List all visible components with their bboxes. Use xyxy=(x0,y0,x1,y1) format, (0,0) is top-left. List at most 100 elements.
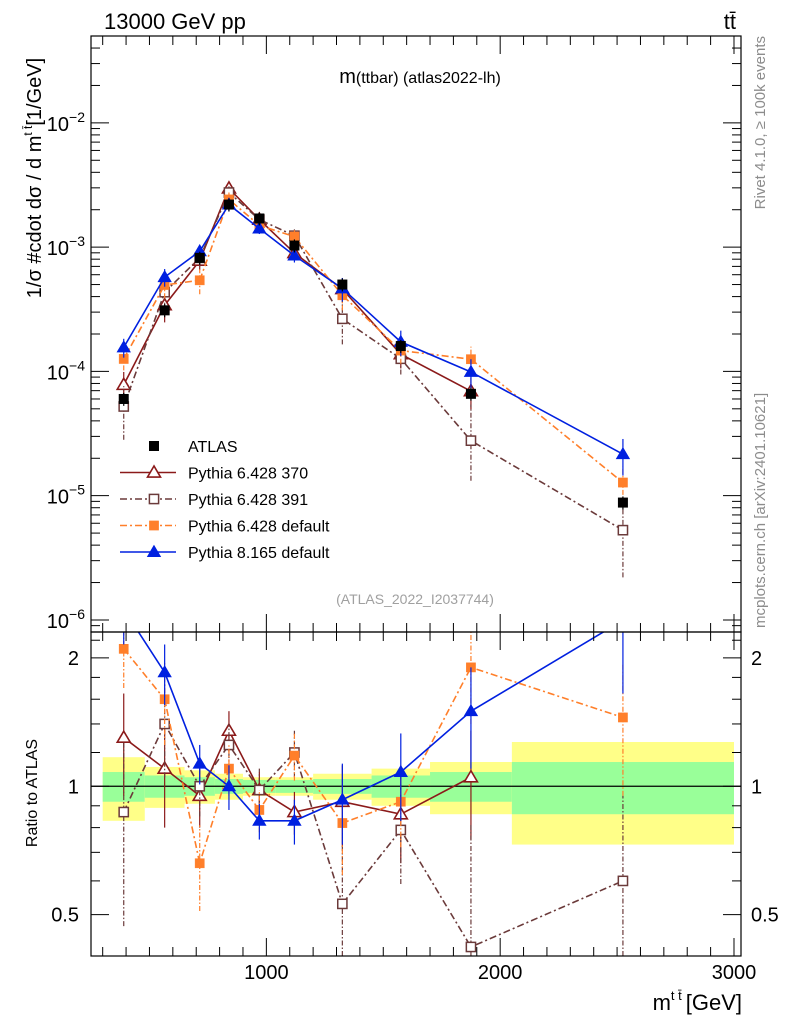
ratio-tick-label-right: 0.5 xyxy=(751,905,779,927)
y-tick-label: 10−6 xyxy=(47,606,85,633)
series-2-main-point xyxy=(465,435,477,447)
series-3-ratio-point xyxy=(118,644,129,654)
y-tick-label-base: 10 xyxy=(47,362,69,384)
series-2-ratio-line xyxy=(123,722,624,948)
series-2-main-point xyxy=(336,313,348,325)
legend-label: Pythia 6.428 391 xyxy=(188,492,308,509)
atlas-point xyxy=(289,240,300,251)
legend-marker xyxy=(146,544,162,557)
series-4-ratio-point xyxy=(287,813,302,826)
legend-entry: Pythia 6.428 391 xyxy=(120,492,308,509)
x-axis-label-unit: [GeV] xyxy=(686,990,742,1015)
atlas-point xyxy=(223,199,234,210)
ratio-y-axis-label: Ratio to ATLAS xyxy=(24,739,41,847)
atlas-point xyxy=(337,279,348,290)
x-axis-label-main: m xyxy=(653,990,671,1015)
y-tick-label: 10−4 xyxy=(47,357,85,384)
series-4-ratio-point xyxy=(393,764,409,777)
atlas-point xyxy=(194,252,205,263)
series-4-main-point xyxy=(463,364,479,377)
y-tick-label: 10−3 xyxy=(47,233,85,260)
series-3-ratio-point xyxy=(618,712,628,723)
x-axis-label: mt t̄ [GeV] xyxy=(653,988,742,1015)
x-tick-label: 1000 xyxy=(244,962,289,984)
series-2-ratio-point xyxy=(465,941,477,953)
y-tick-label: 10−2 xyxy=(47,109,85,136)
plot-title: m(ttbar) (atlas2022-lh) xyxy=(339,66,501,88)
series-3-main-point xyxy=(194,275,205,286)
series-3-main-point xyxy=(618,477,628,488)
ratio-tick-label: 2 xyxy=(68,648,79,670)
series-2-ratio-point xyxy=(336,898,348,910)
plot-title-rest: (ttbar) (atlas2022-lh) xyxy=(356,70,501,87)
y-tick-label-base: 10 xyxy=(47,487,69,509)
series-4-ratio-point xyxy=(221,778,237,792)
series-2-main-line xyxy=(122,191,624,531)
series-4-main-point xyxy=(287,248,302,261)
series-4-main-line xyxy=(123,203,624,455)
ratio-tick-label-right: 1 xyxy=(751,776,762,798)
series-4-ratio-point xyxy=(157,665,172,678)
series-3-ratio-point xyxy=(194,858,205,869)
legend-atlas-marker xyxy=(149,441,159,451)
series-3-ratio-point xyxy=(289,750,300,761)
atlas-data-layer xyxy=(118,198,628,510)
legend-marker xyxy=(149,520,159,531)
series-2-ratio-point xyxy=(253,784,265,796)
legend-entry: Pythia 8.165 default xyxy=(120,544,330,562)
ratio-tick-label-right: 2 xyxy=(751,648,762,670)
y-tick-label-exponent: −6 xyxy=(69,606,85,622)
y-tick-label-exponent: −5 xyxy=(69,482,85,498)
series-2-main-point xyxy=(617,524,629,536)
process-label: tt̄ xyxy=(724,9,736,34)
y-axis-label-unit: [1/GeV] xyxy=(24,58,46,126)
series-4-ratio-point xyxy=(192,756,207,769)
series-4-main-point xyxy=(157,269,172,283)
series-4-main-point xyxy=(615,446,631,460)
y-tick-label-base: 10 xyxy=(47,238,69,260)
atlas-point xyxy=(395,341,406,352)
series-4-ratio-point xyxy=(463,703,479,717)
rivet-version-label: Rivet 4.1.0, ≥ 100k events xyxy=(752,36,769,209)
ratio-tick-label: 1 xyxy=(68,776,79,798)
y-tick-label-exponent: −3 xyxy=(69,233,85,249)
series-2-ratio-point xyxy=(118,806,130,818)
atlas-point xyxy=(465,388,476,399)
y-tick-label: 10−5 xyxy=(47,482,85,509)
y-tick-label-base: 10 xyxy=(47,611,69,633)
y-tick-label-exponent: −2 xyxy=(69,109,85,125)
plot-title-main: m xyxy=(339,66,356,88)
legend-entry: Pythia 6.428 default xyxy=(120,519,330,536)
series-4-main-point xyxy=(252,221,267,234)
legend: ATLAS Pythia 6.428 370 Pythia 6.428 391 Pyt… xyxy=(120,439,330,562)
legend-label: Pythia 8.165 default xyxy=(188,545,330,562)
y-axis-label-main: 1/σ #cdot dσ / d m xyxy=(24,136,46,299)
analysis-id-label: (ATLAS_2022_I2037744) xyxy=(336,591,494,607)
y-axis-label-sup: t t̄ xyxy=(21,125,35,136)
y-tick-label-exponent: −4 xyxy=(69,357,85,373)
series-1-ratio-point xyxy=(115,729,132,744)
series-4-ratio-point xyxy=(252,813,267,826)
legend-entry: ATLAS xyxy=(149,439,238,456)
x-tick-label: 3000 xyxy=(712,962,757,984)
series-2-ratio-point xyxy=(617,875,629,887)
series-4-main-point xyxy=(116,340,131,353)
series-3-ratio-line xyxy=(123,648,624,867)
atlas-point xyxy=(159,305,170,316)
series-4-ratio-point xyxy=(335,792,350,805)
y-axis-label: 1/σ #cdot dσ / d mt t̄[1/GeV] xyxy=(21,58,46,298)
atlas-point xyxy=(254,213,265,224)
atlas-point xyxy=(617,497,628,508)
atlas-point xyxy=(118,393,129,404)
y-tick-label-base: 10 xyxy=(47,114,69,136)
legend-marker xyxy=(146,464,162,478)
mcplots-reference-label: mcplots.cern.ch [arXiv:2401.10621] xyxy=(752,393,769,628)
x-tick-label: 2000 xyxy=(478,962,523,984)
series-2-ratio-point xyxy=(223,739,235,751)
ratio-plot-frame xyxy=(90,631,742,957)
legend-label: ATLAS xyxy=(188,439,238,456)
beam-energy-label: 13000 GeV pp xyxy=(104,9,246,34)
series-1-ratio-point xyxy=(463,769,479,783)
